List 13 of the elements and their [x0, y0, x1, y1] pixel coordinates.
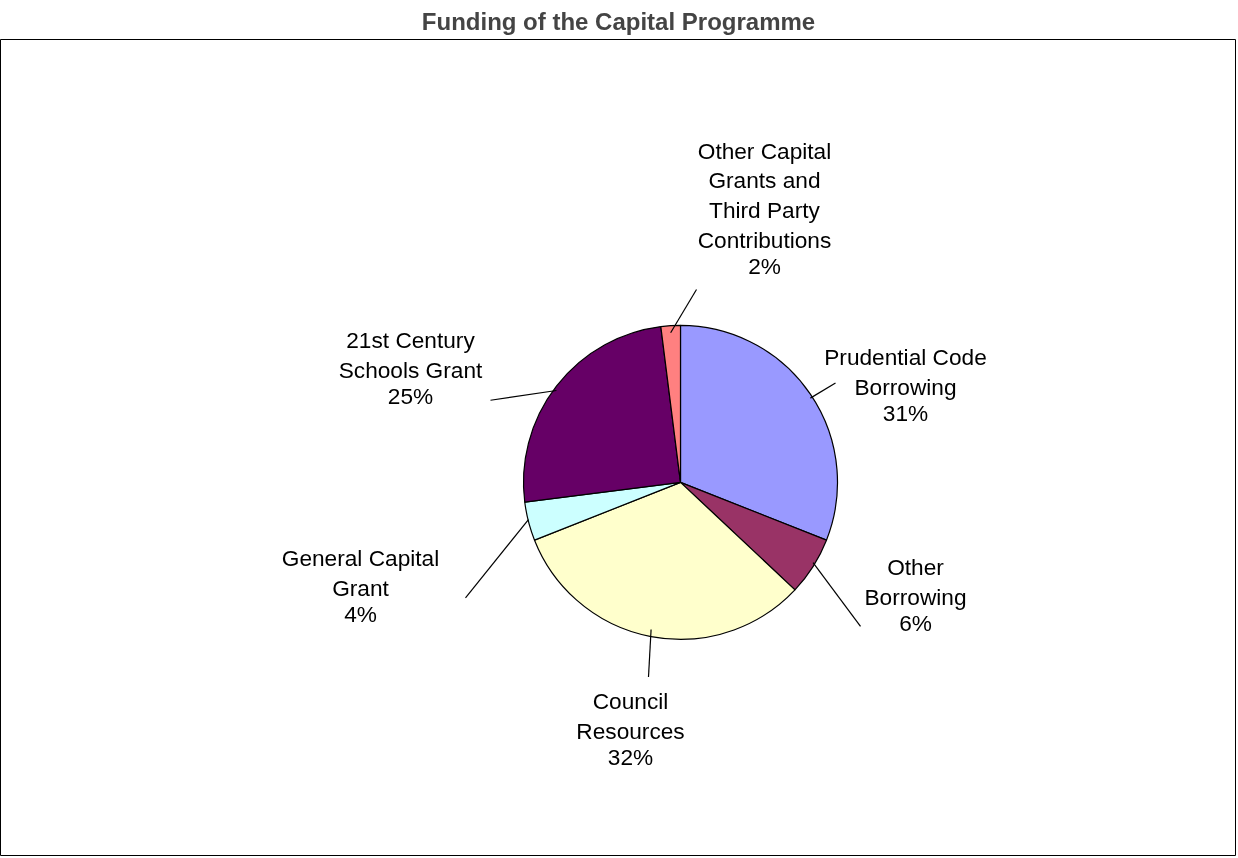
data-label: 4%: [344, 600, 377, 627]
data-label: 32%: [607, 743, 654, 770]
data-label: 25%: [387, 383, 434, 410]
slice-label: Other Borrowing: [864, 554, 967, 611]
slice-label: 21st Century Schools Grant: [338, 327, 483, 384]
data-label: 31%: [882, 400, 929, 427]
slice-label: Other Capital Grants and Third Party Contributions: [697, 137, 832, 254]
chart-title: Funding of the Capital Programme: [421, 7, 816, 35]
slice-label: Prudential Code Borrowing: [824, 344, 987, 401]
slice-label: General Capital Grant: [281, 544, 440, 601]
data-label: 2%: [748, 253, 781, 280]
data-label: 6%: [899, 610, 932, 637]
slice-label: Council Resources: [576, 687, 685, 744]
